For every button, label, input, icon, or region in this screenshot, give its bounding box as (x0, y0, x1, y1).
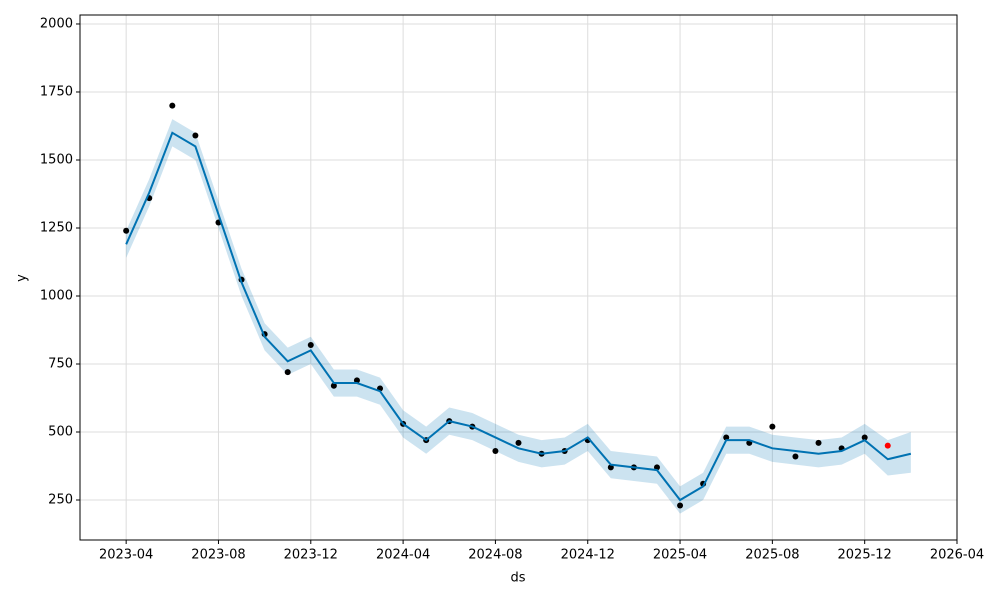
x-axis-label: ds (510, 571, 525, 586)
y-tick-label: 750 (48, 357, 73, 372)
y-tick-label: 2000 (40, 16, 73, 31)
data-point (123, 227, 130, 234)
data-point (307, 341, 314, 348)
data-point (607, 464, 614, 471)
data-point (284, 369, 291, 376)
x-tick-label: 2025-12 (838, 548, 892, 563)
data-point (330, 382, 337, 389)
data-point (192, 132, 199, 139)
y-tick-label: 1250 (40, 220, 73, 235)
forecast-line (125, 131, 912, 502)
data-point (653, 464, 660, 471)
y-tick-label: 250 (48, 493, 73, 508)
x-tick-label: 2025-08 (745, 548, 799, 563)
plot-frame (79, 14, 958, 541)
y-tick-label: 1500 (40, 152, 73, 167)
data-point (815, 439, 822, 446)
uncertainty-band (126, 119, 911, 514)
data-point (515, 439, 522, 446)
y-tick-label: 1750 (40, 84, 73, 99)
data-point (677, 502, 684, 509)
data-point (769, 423, 776, 430)
data-point (884, 442, 891, 449)
x-tick-label: 2023-12 (284, 548, 338, 563)
x-tick-label: 2023-08 (191, 548, 245, 563)
x-tick-label: 2024-12 (561, 548, 615, 563)
data-point (792, 453, 799, 460)
data-point (353, 377, 360, 384)
y-tick-label: 500 (48, 425, 73, 440)
x-tick-label: 2026-04 (930, 548, 984, 563)
x-tick-label: 2025-04 (653, 548, 707, 563)
y-axis-label: y (15, 274, 30, 282)
y-tick-label: 1000 (40, 288, 73, 303)
data-point (169, 102, 176, 109)
data-point (492, 448, 499, 455)
x-tick-label: 2024-08 (468, 548, 522, 563)
x-tick-label: 2024-04 (376, 548, 430, 563)
data-point (723, 434, 730, 441)
data-point (861, 434, 868, 441)
x-tick-label: 2023-04 (99, 548, 153, 563)
